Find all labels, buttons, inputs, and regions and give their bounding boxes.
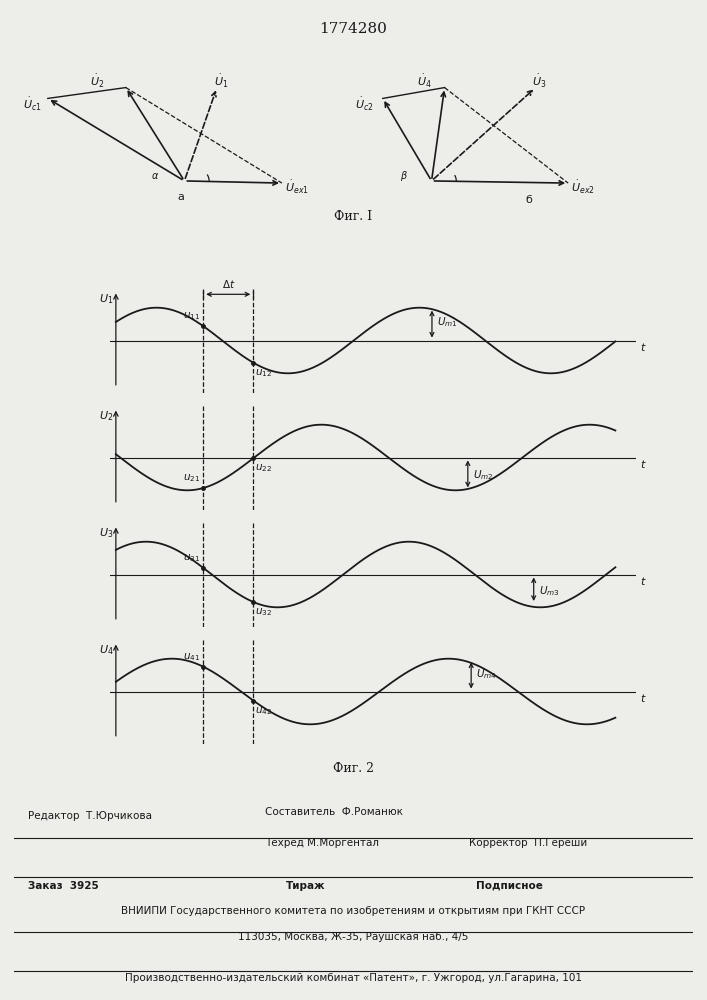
Text: $u_{32}$: $u_{32}$ bbox=[255, 606, 272, 618]
Text: $\dot{U}_{ex1}$: $\dot{U}_{ex1}$ bbox=[284, 179, 308, 196]
Text: $u_{21}$: $u_{21}$ bbox=[182, 472, 200, 484]
Text: $u_{22}$: $u_{22}$ bbox=[255, 462, 272, 474]
Text: $\dot{U}_{ex2}$: $\dot{U}_{ex2}$ bbox=[571, 179, 595, 196]
Text: $U_{m2}$: $U_{m2}$ bbox=[473, 469, 493, 482]
Text: Фиг. 2: Фиг. 2 bbox=[333, 762, 374, 774]
Text: Составитель  Ф.Романюк: Составитель Ф.Романюк bbox=[265, 807, 403, 817]
Text: $U_3$: $U_3$ bbox=[100, 527, 114, 540]
Text: б: б bbox=[526, 195, 532, 205]
Text: $u_{42}$: $u_{42}$ bbox=[255, 705, 272, 717]
Text: $\dot{U}_3$: $\dot{U}_3$ bbox=[532, 73, 547, 90]
Text: 1774280: 1774280 bbox=[320, 22, 387, 36]
Text: $\alpha$: $\alpha$ bbox=[151, 171, 159, 181]
Text: $U_{m1}$: $U_{m1}$ bbox=[437, 316, 457, 329]
Text: $\dot{U}_{c2}$: $\dot{U}_{c2}$ bbox=[356, 96, 374, 113]
Text: $U_4$: $U_4$ bbox=[99, 644, 114, 657]
Text: ВНИИПИ Государственного комитета по изобретениям и открытиям при ГКНТ СССР: ВНИИПИ Государственного комитета по изоб… bbox=[122, 906, 585, 916]
Text: Редактор  Т.Юрчикова: Редактор Т.Юрчикова bbox=[28, 811, 152, 821]
Text: 113035, Москва, Ж-35, Раушская наб., 4/5: 113035, Москва, Ж-35, Раушская наб., 4/5 bbox=[238, 932, 469, 942]
Text: $U_1$: $U_1$ bbox=[100, 293, 114, 306]
Text: Производственно-издательский комбинат «Патент», г. Ужгород, ул.Гагарина, 101: Производственно-издательский комбинат «П… bbox=[125, 973, 582, 983]
Text: Заказ  3925: Заказ 3925 bbox=[28, 881, 98, 891]
Text: $\dot{U}_2$: $\dot{U}_2$ bbox=[90, 73, 105, 90]
Text: $u_{31}$: $u_{31}$ bbox=[182, 552, 200, 564]
Text: Тираж: Тираж bbox=[286, 881, 325, 891]
Text: Техред М.Моргентал: Техред М.Моргентал bbox=[265, 838, 379, 848]
Text: t: t bbox=[641, 694, 645, 704]
Text: Фиг. I: Фиг. I bbox=[334, 210, 373, 223]
Text: $\beta$: $\beta$ bbox=[400, 169, 408, 183]
Text: $\dot{U}_4$: $\dot{U}_4$ bbox=[417, 73, 432, 90]
Text: $\Delta t$: $\Delta t$ bbox=[221, 278, 235, 290]
Text: t: t bbox=[641, 577, 645, 587]
Text: Корректор  П.Гереши: Корректор П.Гереши bbox=[469, 838, 587, 848]
Text: Подписное: Подписное bbox=[476, 881, 542, 891]
Text: t: t bbox=[641, 460, 645, 470]
Text: $u_{41}$: $u_{41}$ bbox=[182, 651, 200, 663]
Text: $\dot{U}_1$: $\dot{U}_1$ bbox=[214, 73, 228, 90]
Text: $u_{12}$: $u_{12}$ bbox=[255, 367, 272, 379]
Text: $u_{11}$: $u_{11}$ bbox=[182, 310, 200, 322]
Text: t: t bbox=[641, 343, 645, 353]
Text: а: а bbox=[177, 192, 185, 202]
Text: $\dot{U}_{c1}$: $\dot{U}_{c1}$ bbox=[23, 96, 42, 113]
Text: $U_{m3}$: $U_{m3}$ bbox=[539, 584, 559, 598]
Text: $U_2$: $U_2$ bbox=[100, 410, 114, 423]
Text: $U_{m4}$: $U_{m4}$ bbox=[477, 667, 497, 681]
